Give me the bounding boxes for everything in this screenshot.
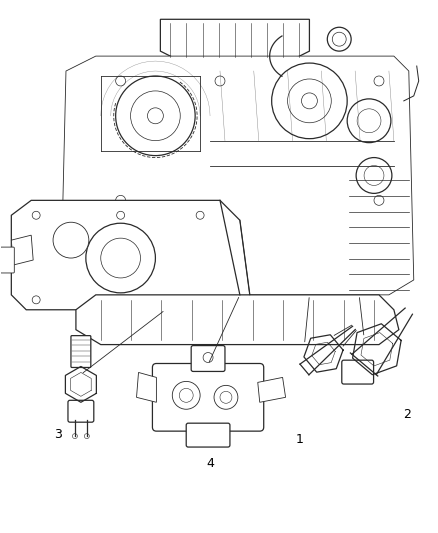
FancyBboxPatch shape <box>191 345 225 372</box>
Circle shape <box>196 296 204 304</box>
Text: 2: 2 <box>403 408 411 421</box>
Circle shape <box>374 196 384 205</box>
Circle shape <box>172 382 200 409</box>
Circle shape <box>214 385 238 409</box>
Text: 3: 3 <box>54 427 62 441</box>
Circle shape <box>347 99 391 143</box>
Circle shape <box>116 76 126 86</box>
Circle shape <box>117 211 124 219</box>
Circle shape <box>131 91 180 141</box>
Circle shape <box>116 76 195 156</box>
Circle shape <box>32 296 40 304</box>
Polygon shape <box>61 56 414 295</box>
Circle shape <box>272 63 347 139</box>
Polygon shape <box>258 377 286 402</box>
Circle shape <box>32 211 40 219</box>
Polygon shape <box>76 295 399 345</box>
Circle shape <box>72 434 78 439</box>
FancyBboxPatch shape <box>152 364 264 431</box>
Circle shape <box>288 79 331 123</box>
Circle shape <box>215 76 225 86</box>
Circle shape <box>357 109 381 133</box>
Circle shape <box>86 223 155 293</box>
FancyBboxPatch shape <box>0 247 14 273</box>
Circle shape <box>85 434 89 439</box>
Polygon shape <box>160 19 309 61</box>
Circle shape <box>356 158 392 193</box>
Circle shape <box>203 352 213 362</box>
Circle shape <box>301 93 318 109</box>
Polygon shape <box>137 373 156 402</box>
FancyBboxPatch shape <box>342 360 374 384</box>
Text: 1: 1 <box>296 433 304 446</box>
FancyBboxPatch shape <box>186 423 230 447</box>
Circle shape <box>220 391 232 403</box>
FancyBboxPatch shape <box>71 336 91 367</box>
Circle shape <box>101 238 141 278</box>
Circle shape <box>196 211 204 219</box>
Circle shape <box>327 27 351 51</box>
Circle shape <box>53 222 89 258</box>
Circle shape <box>179 389 193 402</box>
Circle shape <box>374 76 384 86</box>
FancyBboxPatch shape <box>68 400 94 422</box>
Circle shape <box>116 196 126 205</box>
Text: 4: 4 <box>206 457 214 471</box>
Polygon shape <box>11 200 250 310</box>
Circle shape <box>364 166 384 185</box>
Polygon shape <box>11 235 33 265</box>
Circle shape <box>332 32 346 46</box>
Circle shape <box>148 108 163 124</box>
